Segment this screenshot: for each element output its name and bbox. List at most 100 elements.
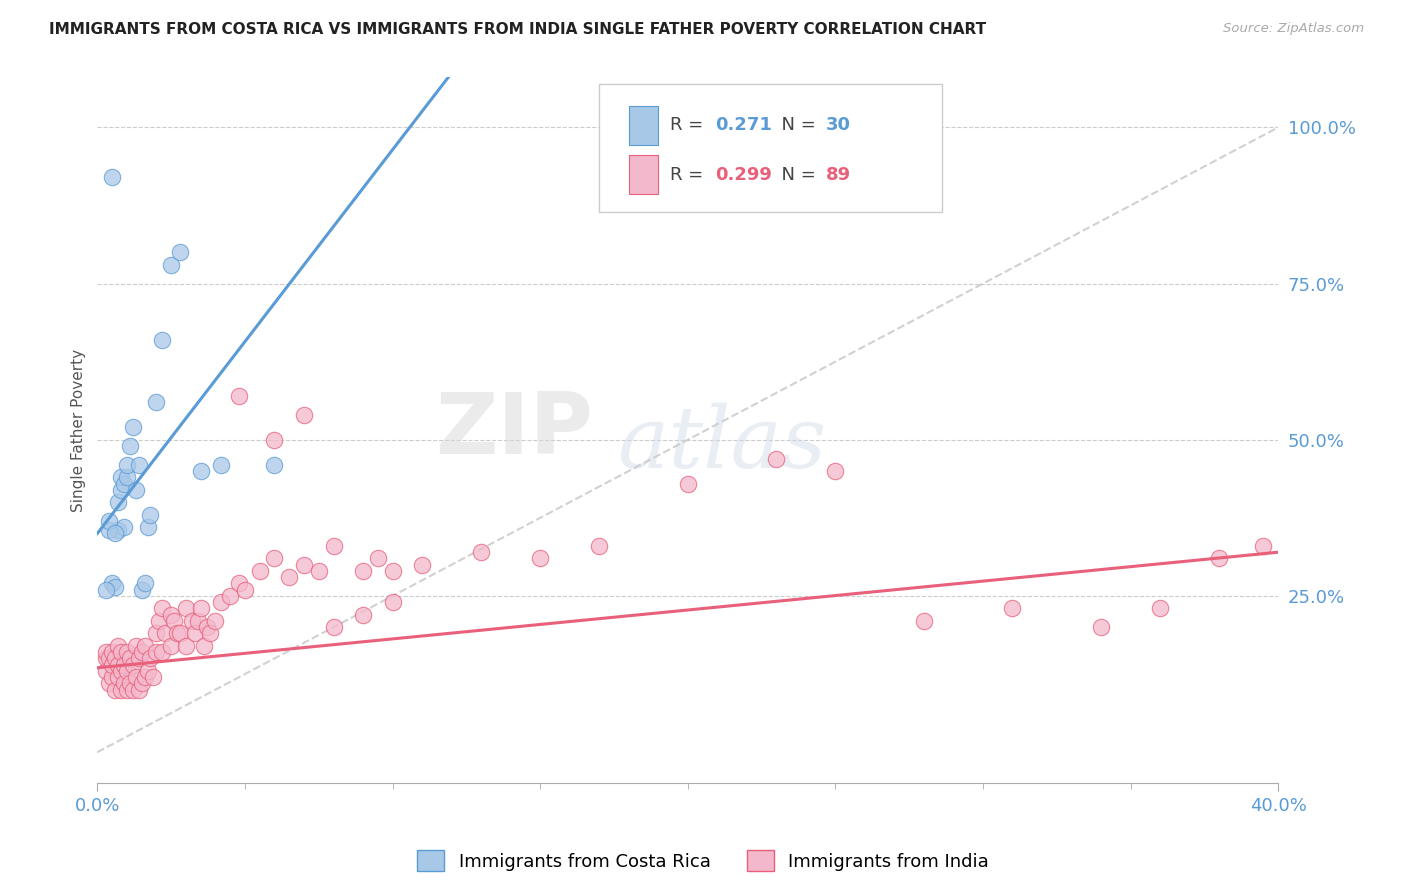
Point	[139, 651, 162, 665]
Point	[104, 526, 127, 541]
Point	[121, 420, 143, 434]
Point	[190, 464, 212, 478]
Point	[381, 595, 404, 609]
Point	[228, 576, 250, 591]
Point	[169, 245, 191, 260]
Point	[163, 614, 186, 628]
Point	[110, 664, 132, 678]
Point	[104, 580, 127, 594]
Point	[1090, 620, 1112, 634]
Point	[190, 601, 212, 615]
Point	[195, 620, 218, 634]
Point	[136, 664, 159, 678]
Point	[107, 495, 129, 509]
Point	[136, 520, 159, 534]
Text: N =: N =	[770, 166, 823, 184]
Point	[96, 651, 118, 665]
Text: IMMIGRANTS FROM COSTA RICA VS IMMIGRANTS FROM INDIA SINGLE FATHER POVERTY CORREL: IMMIGRANTS FROM COSTA RICA VS IMMIGRANTS…	[49, 22, 987, 37]
Point	[107, 657, 129, 672]
Point	[824, 464, 846, 478]
Point	[145, 645, 167, 659]
Point	[101, 670, 124, 684]
Point	[204, 614, 226, 628]
Point	[112, 476, 135, 491]
Text: 0.299: 0.299	[714, 166, 772, 184]
Point	[110, 682, 132, 697]
Point	[381, 564, 404, 578]
FancyBboxPatch shape	[599, 85, 942, 211]
Point	[104, 651, 127, 665]
Point	[128, 458, 150, 472]
Point	[115, 458, 138, 472]
Text: N =: N =	[770, 116, 823, 134]
Point	[174, 601, 197, 615]
Point	[198, 626, 221, 640]
Text: Source: ZipAtlas.com: Source: ZipAtlas.com	[1223, 22, 1364, 36]
Point	[411, 558, 433, 572]
Point	[912, 614, 935, 628]
Point	[180, 614, 202, 628]
Point	[115, 470, 138, 484]
Point	[160, 607, 183, 622]
Point	[145, 395, 167, 409]
Point	[1253, 539, 1275, 553]
Text: 30: 30	[825, 116, 851, 134]
Point	[322, 539, 344, 553]
Text: 0.271: 0.271	[714, 116, 772, 134]
Point	[142, 670, 165, 684]
Point	[96, 664, 118, 678]
Point	[263, 551, 285, 566]
Point	[101, 657, 124, 672]
Point	[98, 524, 121, 538]
Legend: Immigrants from Costa Rica, Immigrants from India: Immigrants from Costa Rica, Immigrants f…	[411, 843, 995, 879]
Point	[115, 664, 138, 678]
Point	[169, 626, 191, 640]
Point	[160, 639, 183, 653]
Point	[150, 645, 173, 659]
Point	[193, 639, 215, 653]
Point	[249, 564, 271, 578]
Point	[110, 645, 132, 659]
Point	[292, 558, 315, 572]
Point	[308, 564, 330, 578]
Point	[96, 582, 118, 597]
Point	[148, 614, 170, 628]
Point	[131, 645, 153, 659]
FancyBboxPatch shape	[628, 105, 658, 145]
Point	[98, 651, 121, 665]
Point	[166, 626, 188, 640]
Point	[101, 170, 124, 185]
Point	[352, 607, 374, 622]
Point	[128, 651, 150, 665]
Point	[529, 551, 551, 566]
Text: R =: R =	[671, 166, 709, 184]
Point	[160, 258, 183, 272]
Point	[118, 676, 141, 690]
Text: ZIP: ZIP	[436, 389, 593, 472]
Point	[110, 483, 132, 497]
Point	[118, 439, 141, 453]
Point	[134, 670, 156, 684]
Point	[209, 458, 232, 472]
Point	[107, 524, 129, 538]
Point	[112, 657, 135, 672]
Point	[131, 676, 153, 690]
Point	[150, 333, 173, 347]
Point	[118, 651, 141, 665]
Point	[125, 483, 148, 497]
Point	[125, 639, 148, 653]
Text: 89: 89	[825, 166, 851, 184]
Point	[209, 595, 232, 609]
Point	[98, 676, 121, 690]
Text: atlas: atlas	[617, 403, 825, 486]
Point	[174, 639, 197, 653]
Point	[98, 514, 121, 528]
Point	[155, 626, 177, 640]
Point	[110, 470, 132, 484]
Point	[1149, 601, 1171, 615]
Point	[470, 545, 492, 559]
Point	[112, 520, 135, 534]
Point	[121, 657, 143, 672]
Point	[101, 645, 124, 659]
Point	[134, 576, 156, 591]
